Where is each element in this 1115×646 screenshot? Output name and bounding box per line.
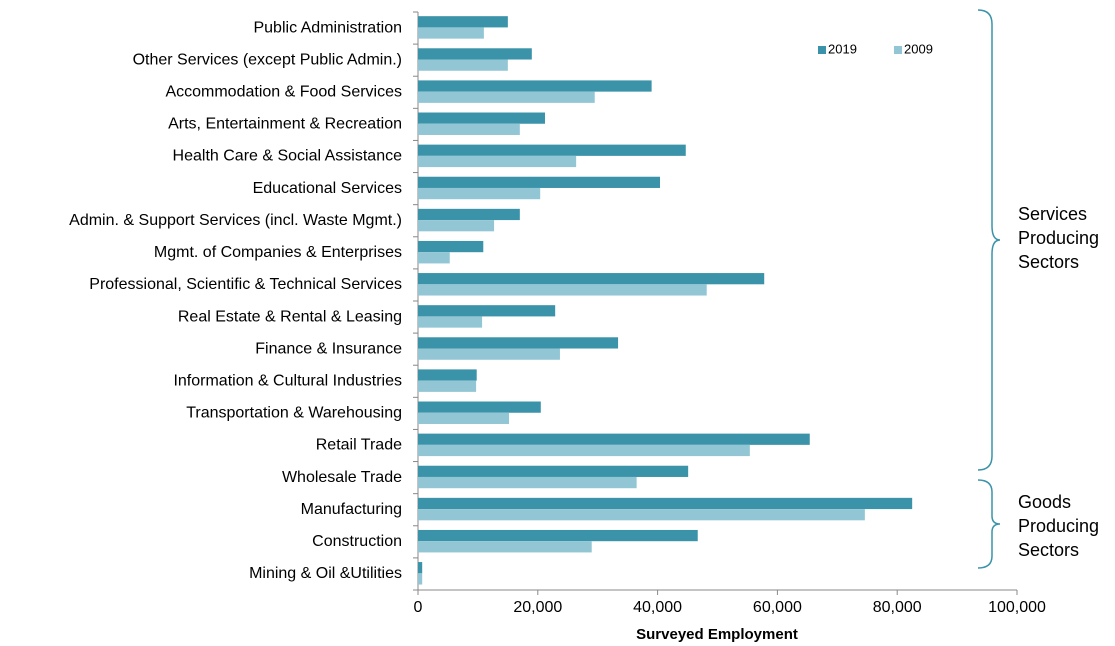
bar xyxy=(418,240,484,253)
bar xyxy=(418,284,707,296)
y-tick-label: Transportation & Warehousing xyxy=(186,405,402,422)
y-tick-label: Real Estate & Rental & Leasing xyxy=(178,308,402,325)
bar xyxy=(418,187,541,200)
bar xyxy=(418,144,686,156)
bar xyxy=(418,476,637,489)
bar xyxy=(418,401,541,413)
y-tick-label: Other Services (except Public Admin.) xyxy=(133,51,402,68)
bar xyxy=(418,380,477,392)
bar xyxy=(418,273,765,285)
bar xyxy=(418,465,689,477)
bar xyxy=(418,80,652,92)
bar xyxy=(418,509,865,521)
y-tick-label: Arts, Entertainment & Recreation xyxy=(168,116,402,133)
y-tick-label: Finance & Insurance xyxy=(255,340,402,357)
x-tick-label: 80,000 xyxy=(873,599,922,616)
y-tick-label: Mining & Oil &Utilities xyxy=(249,565,402,582)
bar xyxy=(418,316,483,328)
y-tick-label: Educational Services xyxy=(253,180,402,197)
legend-label: 2019 xyxy=(828,41,857,56)
bar xyxy=(418,59,508,71)
bar xyxy=(418,155,577,168)
bar xyxy=(418,444,750,457)
legend-swatch xyxy=(818,46,826,54)
bar xyxy=(418,562,423,574)
bar xyxy=(418,497,913,510)
bar xyxy=(418,176,660,188)
annotation: Producing xyxy=(1018,516,1099,536)
brace xyxy=(977,9,1001,471)
x-tick-label: 40,000 xyxy=(633,599,682,616)
legend-label: 2009 xyxy=(904,41,933,56)
y-tick-label: Professional, Scientific & Technical Ser… xyxy=(89,276,402,293)
x-axis-title: Surveyed Employment xyxy=(636,626,798,643)
bar xyxy=(418,573,423,585)
y-tick-label: Health Care & Social Assistance xyxy=(173,148,403,165)
y-tick-label: Accommodation & Food Services xyxy=(165,83,402,100)
legend-swatch xyxy=(894,46,902,54)
bar xyxy=(418,337,619,349)
bar xyxy=(418,412,510,424)
y-tick-label: Information & Cultural Industries xyxy=(173,372,402,389)
y-tick-label: Public Administration xyxy=(253,19,402,36)
bar xyxy=(418,541,592,553)
bar xyxy=(418,433,810,445)
brace xyxy=(977,479,1001,569)
x-tick-label: 60,000 xyxy=(753,599,802,616)
bar xyxy=(418,48,532,60)
bar xyxy=(418,112,545,124)
x-tick-label: 100,000 xyxy=(988,599,1046,616)
bar xyxy=(418,16,508,28)
bar xyxy=(418,369,477,381)
y-tick-label: Construction xyxy=(312,533,402,550)
bar xyxy=(418,348,560,360)
bar xyxy=(418,91,595,103)
y-tick-label: Admin. & Support Services (incl. Waste M… xyxy=(69,212,402,229)
bar xyxy=(418,305,556,317)
annotation: Producing xyxy=(1018,228,1099,248)
bar xyxy=(418,529,698,542)
x-tick-label: 0 xyxy=(414,599,423,616)
y-tick-label: Mgmt. of Companies & Enterprises xyxy=(154,244,402,261)
bar xyxy=(418,123,520,135)
annotation: Services xyxy=(1018,204,1087,224)
y-tick-label: Retail Trade xyxy=(316,437,402,454)
x-tick-label: 20,000 xyxy=(513,599,562,616)
annotation: Sectors xyxy=(1018,252,1079,272)
y-tick-label: Manufacturing xyxy=(301,501,402,518)
bar xyxy=(418,220,495,232)
y-tick-label: Wholesale Trade xyxy=(282,469,402,486)
bar xyxy=(418,27,484,39)
bar xyxy=(418,252,450,264)
annotation: Sectors xyxy=(1018,540,1079,560)
bar xyxy=(418,208,520,221)
annotation: Goods xyxy=(1018,492,1071,512)
